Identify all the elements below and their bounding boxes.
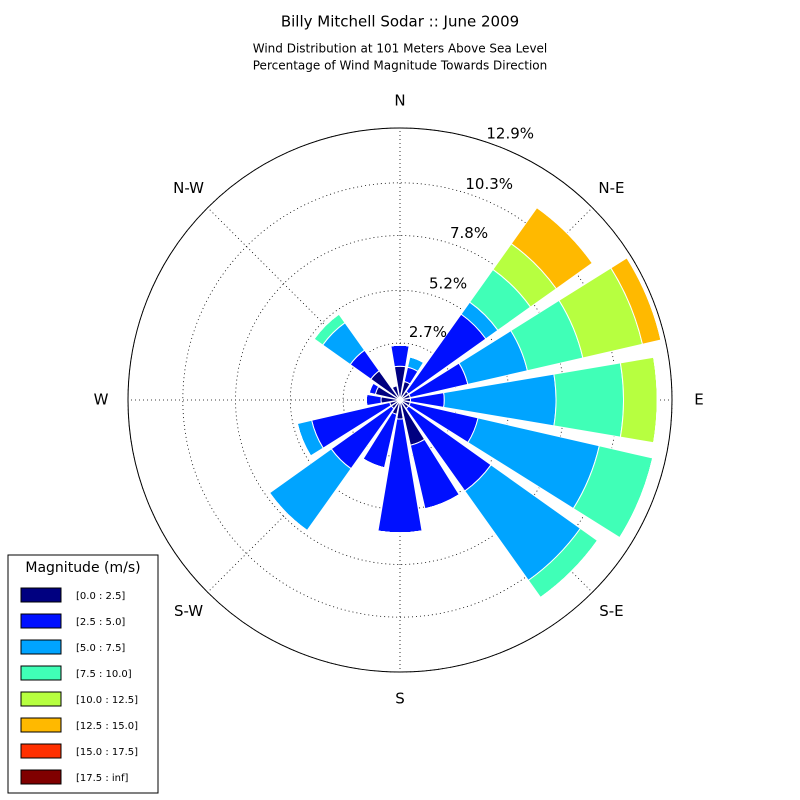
chart-subtitle: Percentage of Wind Magnitude Towards Dir… <box>253 59 547 73</box>
direction-label: S-E <box>599 602 623 620</box>
legend-swatch <box>20 769 62 785</box>
chart-title: Billy Mitchell Sodar :: June 2009 <box>281 13 519 31</box>
legend-label: [15.0 : 17.5] <box>76 747 138 758</box>
legend-label: [2.5 : 5.0] <box>76 617 125 628</box>
direction-label: S <box>395 690 405 708</box>
legend-label: [12.5 : 15.0] <box>76 721 138 732</box>
wind-bar <box>368 382 374 394</box>
wind-bar <box>296 423 312 457</box>
direction-label: E <box>694 391 703 409</box>
legend-label: [7.5 : 10.0] <box>76 669 132 680</box>
r-tick-label: 2.7% <box>409 323 447 341</box>
wind-bar <box>540 540 598 598</box>
r-tick-label: 5.2% <box>429 274 467 292</box>
wind-bar <box>391 385 397 388</box>
legend-swatch <box>20 691 62 707</box>
legend-swatch <box>20 639 62 655</box>
direction-label: S-W <box>174 602 203 620</box>
legend-label: [10.0 : 12.5] <box>76 695 138 706</box>
polar-frame <box>127 127 673 673</box>
legend-label: [0.0 : 2.5] <box>76 591 125 602</box>
wind-bar <box>390 344 410 347</box>
wind-bar <box>377 530 423 534</box>
legend-swatch <box>20 717 62 733</box>
r-tick-label: 10.3% <box>465 175 513 193</box>
wind-bar <box>619 356 658 444</box>
direction-label: N-W <box>173 179 204 197</box>
direction-label: W <box>94 391 109 409</box>
legend-title: Magnitude (m/s) <box>25 560 140 576</box>
wind-bar <box>409 356 424 363</box>
wind-bar <box>553 362 625 438</box>
wind-bar <box>313 313 340 340</box>
r-tick-label: 7.8% <box>450 224 488 242</box>
legend-swatch <box>20 665 62 681</box>
legend-label: [5.0 : 7.5] <box>76 643 125 654</box>
legend-label: [17.5 : inf] <box>76 773 129 784</box>
chart-subtitle: Wind Distribution at 101 Meters Above Se… <box>253 42 548 56</box>
wind-bar <box>268 448 352 532</box>
legend-swatch <box>20 613 62 629</box>
legend-swatch <box>20 743 62 759</box>
legend-swatch <box>20 587 62 603</box>
direction-label: N-E <box>598 179 624 197</box>
wind-bar <box>365 393 382 407</box>
r-tick-label: 12.9% <box>486 124 534 142</box>
wind-bar <box>424 494 460 510</box>
direction-label: N <box>394 92 405 110</box>
wind-bar <box>390 344 410 368</box>
grid-spoke <box>207 207 401 401</box>
